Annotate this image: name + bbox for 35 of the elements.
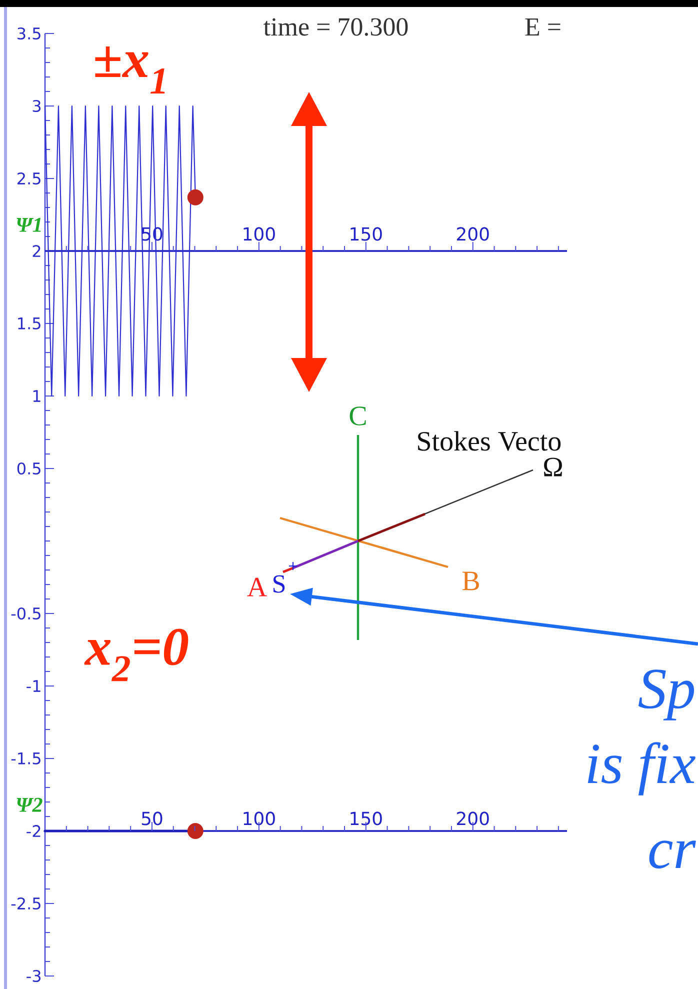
text: Sp	[638, 670, 694, 720]
ref-line-label: Ψ2	[16, 798, 42, 812]
y-tick-label: -3	[26, 970, 41, 982]
annotation: ±x$_{1}$	[95, 46, 165, 94]
y-tick-label: 1.5	[18, 318, 40, 330]
annotation: E =	[525, 18, 560, 36]
x2-tick-label: 200	[457, 227, 489, 241]
x-tick-label: 100	[244, 812, 275, 826]
annotation: Ω	[544, 458, 562, 476]
y-tick-label: -2.5	[11, 897, 40, 910]
y-tick-label: -0.5	[11, 607, 40, 620]
annotation: S	[274, 575, 285, 593]
y-tick-label: -1.5	[11, 752, 40, 764]
x-tick-label: 50	[142, 812, 162, 826]
y-tick-label: 3	[32, 100, 41, 112]
y-tick-label: -1	[26, 680, 40, 692]
annotation: C	[350, 406, 366, 426]
y-tick-label: 2	[32, 245, 40, 257]
y-tick-label: 2.5	[18, 172, 40, 185]
annotation: B	[462, 572, 479, 590]
text: is fix	[588, 742, 696, 796]
x-tick-label: 200	[457, 812, 489, 826]
text: cr	[649, 840, 696, 869]
annotation: x$_{2}$=0	[84, 628, 188, 682]
x2-tick-label: 150	[350, 227, 382, 241]
ref-line-label: Ψ1	[16, 218, 41, 232]
x2-tick-label: 100	[244, 227, 275, 241]
annotation: A	[247, 578, 267, 596]
chart-title: time = 70.300	[264, 18, 408, 36]
y-tick-label: -2	[26, 825, 40, 837]
y-tick-label: 1	[33, 390, 40, 402]
y-tick-label: 0.5	[17, 462, 40, 475]
y-tick-label: 3.5	[18, 27, 40, 40]
x-tick-label: 150	[350, 812, 382, 826]
annotation: Stokes Vecto	[418, 431, 561, 451]
